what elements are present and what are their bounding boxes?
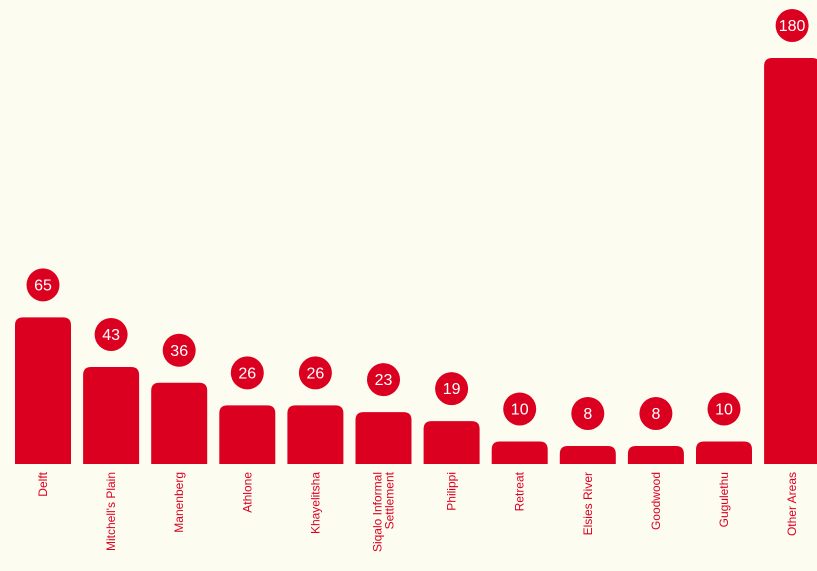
category-label-line: Gugulethu	[717, 472, 731, 527]
bar-3	[151, 382, 208, 464]
category-label-line: Retreat	[513, 471, 527, 511]
bar-1	[15, 317, 71, 464]
data-label-badge	[435, 372, 469, 406]
category-label: Delft	[36, 471, 50, 496]
category-label-line: Other Areas	[785, 472, 799, 536]
data-label-badge	[503, 392, 537, 426]
data-label-badge	[639, 396, 673, 430]
data-label: 8	[583, 406, 592, 423]
category-label-line: Settlement	[383, 471, 397, 529]
bar-10	[627, 445, 684, 464]
category-label: Other Areas	[785, 472, 799, 536]
data-label-badge	[94, 318, 128, 352]
data-label-badge	[298, 356, 332, 390]
category-label-line: Athlone	[240, 472, 254, 513]
category-label: Mitchell's Plain	[104, 472, 118, 551]
bar-5	[287, 405, 344, 464]
category-label-line: Goodwood	[649, 472, 663, 530]
data-label-badge	[26, 268, 60, 302]
category-label-line: Manenberg	[172, 472, 186, 533]
data-label: 26	[307, 365, 325, 382]
data-label: 23	[375, 372, 393, 389]
bar-11	[696, 441, 752, 464]
category-label-line: Delft	[36, 471, 50, 496]
data-label: 65	[34, 277, 52, 294]
data-label: 10	[511, 401, 529, 418]
bar-12	[764, 58, 817, 464]
category-label-line: Siqalo Informal	[371, 472, 385, 552]
bar-8	[491, 441, 548, 464]
category-label-line: Philippi	[445, 472, 459, 511]
category-label: Philippi	[445, 472, 459, 511]
category-label: Athlone	[240, 472, 254, 513]
data-label: 26	[238, 365, 256, 382]
data-label: 36	[170, 343, 188, 360]
category-label: Gugulethu	[717, 472, 731, 527]
bar-2	[83, 367, 140, 464]
data-label: 19	[443, 381, 461, 398]
data-label-badge	[571, 396, 605, 430]
category-label: Goodwood	[649, 472, 663, 530]
data-label: 180	[779, 18, 806, 35]
bar-7	[423, 421, 480, 464]
data-label: 8	[651, 406, 660, 423]
data-label-badge	[775, 9, 809, 42]
data-label: 10	[715, 401, 733, 418]
bar-9	[559, 445, 616, 464]
category-label-line: Elsies River	[581, 472, 595, 535]
category-label: Retreat	[513, 471, 527, 511]
bar-6	[355, 412, 412, 464]
data-label-badge	[162, 333, 196, 367]
bar-4	[219, 405, 276, 464]
category-label: Siqalo InformalSettlement	[371, 471, 397, 552]
data-label-badge	[230, 356, 264, 390]
data-label: 43	[102, 327, 120, 344]
category-label-line: Mitchell's Plain	[104, 472, 118, 551]
category-label: Khayelitsha	[308, 472, 322, 534]
data-label-badge	[367, 363, 400, 397]
category-label: Elsies River	[581, 472, 595, 535]
category-label-line: Khayelitsha	[308, 472, 322, 534]
data-label-badge	[707, 392, 741, 426]
category-label: Manenberg	[172, 472, 186, 533]
